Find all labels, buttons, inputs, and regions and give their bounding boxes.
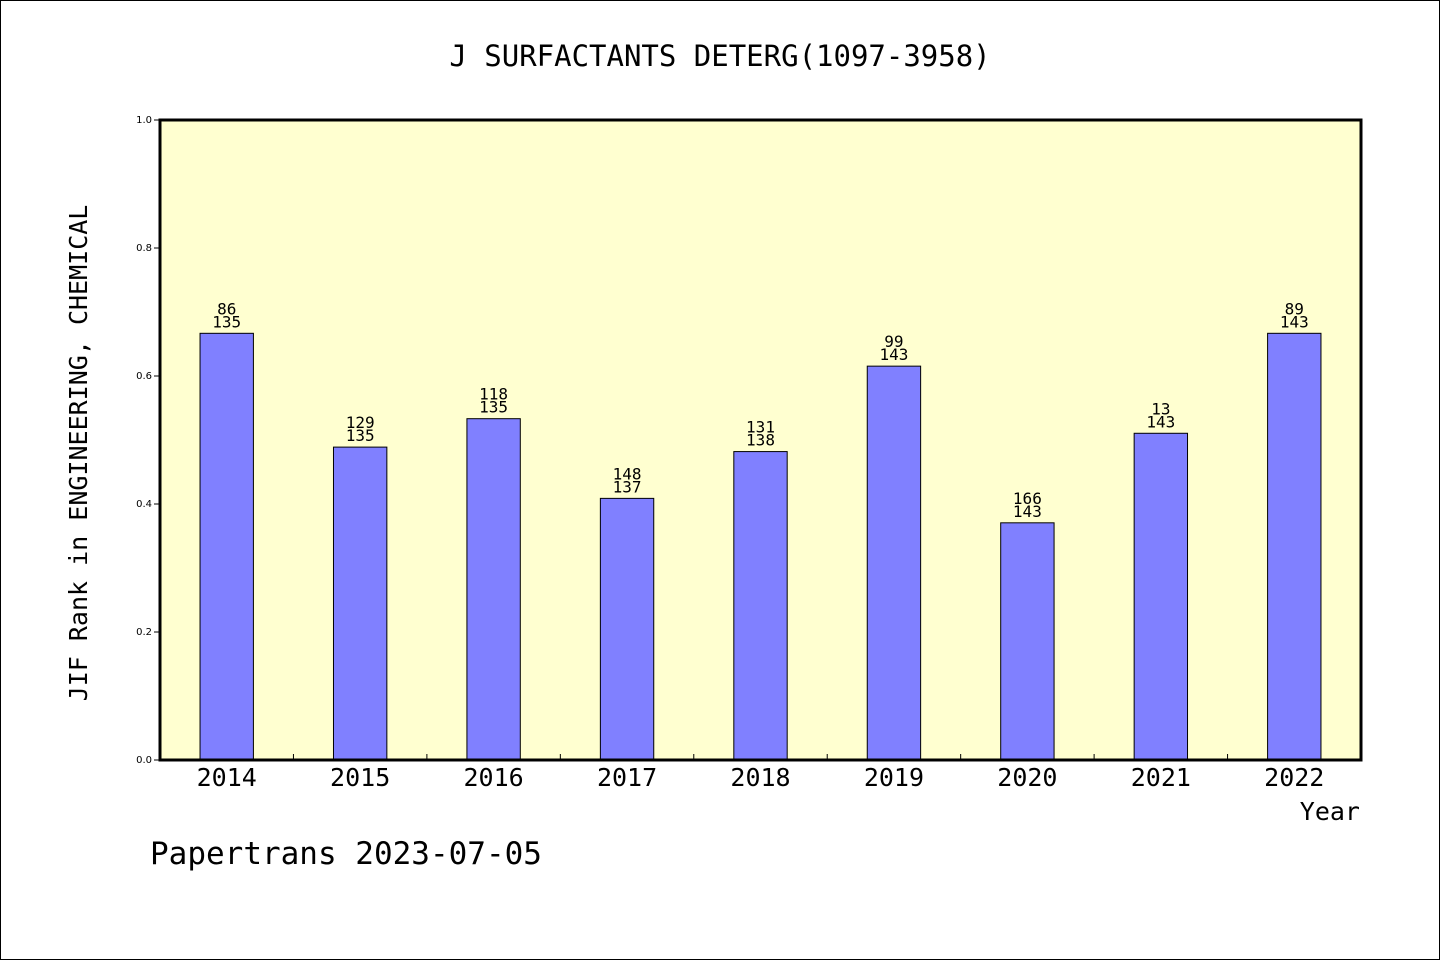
plot-border bbox=[158, 118, 1363, 762]
bar-2014 bbox=[199, 332, 254, 761]
x-tick-label: 2018 bbox=[730, 763, 790, 792]
x-tick-label: 2022 bbox=[1264, 763, 1324, 792]
rank-label: 89 bbox=[1285, 299, 1304, 318]
x-tick-label: 2015 bbox=[330, 763, 390, 792]
bar-2016 bbox=[466, 418, 521, 761]
rank-label: 118 bbox=[479, 385, 508, 404]
bar-2022 bbox=[1267, 332, 1322, 761]
y-tick-label: 0.2 bbox=[136, 627, 152, 638]
x-tick-label: 2021 bbox=[1131, 763, 1191, 792]
total-label: 143 bbox=[1146, 412, 1175, 431]
bar-2021 bbox=[1133, 432, 1189, 761]
y-axis-label: JIF Rank in ENGINEERING, CHEMICAL bbox=[64, 205, 93, 702]
rank-label: 13 bbox=[1151, 399, 1170, 418]
y-tick-label: 0.4 bbox=[136, 499, 152, 510]
y-tick-label: 1.0 bbox=[136, 115, 152, 126]
bar-2018 bbox=[733, 451, 788, 761]
rank-label: 131 bbox=[746, 418, 775, 437]
chart-title: J SURFACTANTS DETERG(1097-3958) bbox=[449, 39, 990, 73]
data-labels: 8613512913511813514813713113899143166143… bbox=[212, 299, 1308, 521]
rank-label: 166 bbox=[1013, 489, 1042, 508]
total-label: 137 bbox=[613, 477, 642, 496]
total-label: 138 bbox=[746, 431, 775, 450]
total-label: 143 bbox=[1280, 312, 1309, 331]
x-tick-label: 2017 bbox=[597, 763, 657, 792]
bar-2019 bbox=[866, 365, 922, 761]
y-tick-label: 0.8 bbox=[136, 243, 152, 254]
total-label: 135 bbox=[346, 426, 375, 445]
bar-2020 bbox=[1000, 522, 1055, 761]
footer-text: Papertrans 2023-07-05 bbox=[150, 836, 542, 872]
rank-label: 148 bbox=[613, 464, 642, 483]
x-axis: 2014 2015 2016 2017 2018 2019 2020 2021 2022 bbox=[197, 754, 1324, 792]
total-label: 143 bbox=[879, 345, 908, 364]
total-label: 143 bbox=[1013, 502, 1042, 521]
x-axis-label: Year bbox=[1300, 797, 1360, 826]
x-tick-label: 2020 bbox=[997, 763, 1057, 792]
bar-series bbox=[199, 332, 1322, 761]
total-label: 135 bbox=[212, 312, 241, 331]
rank-label: 99 bbox=[884, 332, 903, 351]
y-tick-label: 0.0 bbox=[136, 755, 152, 766]
rank-label: 86 bbox=[217, 299, 236, 318]
x-tick-label: 2019 bbox=[864, 763, 924, 792]
bar-2017 bbox=[599, 497, 655, 761]
x-tick-label: 2016 bbox=[464, 763, 524, 792]
y-axis: 0.0 0.2 0.4 0.6 0.8 1.0 bbox=[136, 115, 160, 766]
y-tick-label: 0.6 bbox=[136, 371, 152, 382]
x-tick-label: 2014 bbox=[197, 763, 257, 792]
total-label: 135 bbox=[479, 398, 508, 417]
rank-label: 129 bbox=[346, 413, 375, 432]
bar-2015 bbox=[332, 446, 388, 761]
